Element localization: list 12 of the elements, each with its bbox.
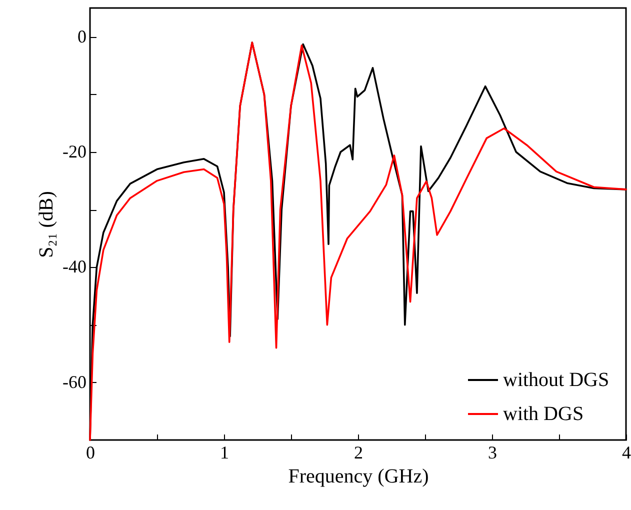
x-tick-label: 3 bbox=[488, 442, 497, 462]
y-tick-label: -20 bbox=[62, 142, 86, 162]
legend-label: with DGS bbox=[503, 403, 584, 425]
y-tick-label: -40 bbox=[62, 256, 86, 277]
x-tick-label: 4 bbox=[622, 442, 631, 462]
y-tick-label: -60 bbox=[62, 372, 86, 392]
y-axis-title: S₂₁ (dB) bbox=[36, 191, 58, 258]
y-tick-label: 0 bbox=[78, 26, 86, 46]
x-axis-title: Frequency (GHz) bbox=[288, 466, 429, 488]
legend-label: without DGS bbox=[503, 369, 610, 391]
x-tick-label: 1 bbox=[220, 442, 229, 462]
x-tick-label: 2 bbox=[354, 442, 363, 462]
